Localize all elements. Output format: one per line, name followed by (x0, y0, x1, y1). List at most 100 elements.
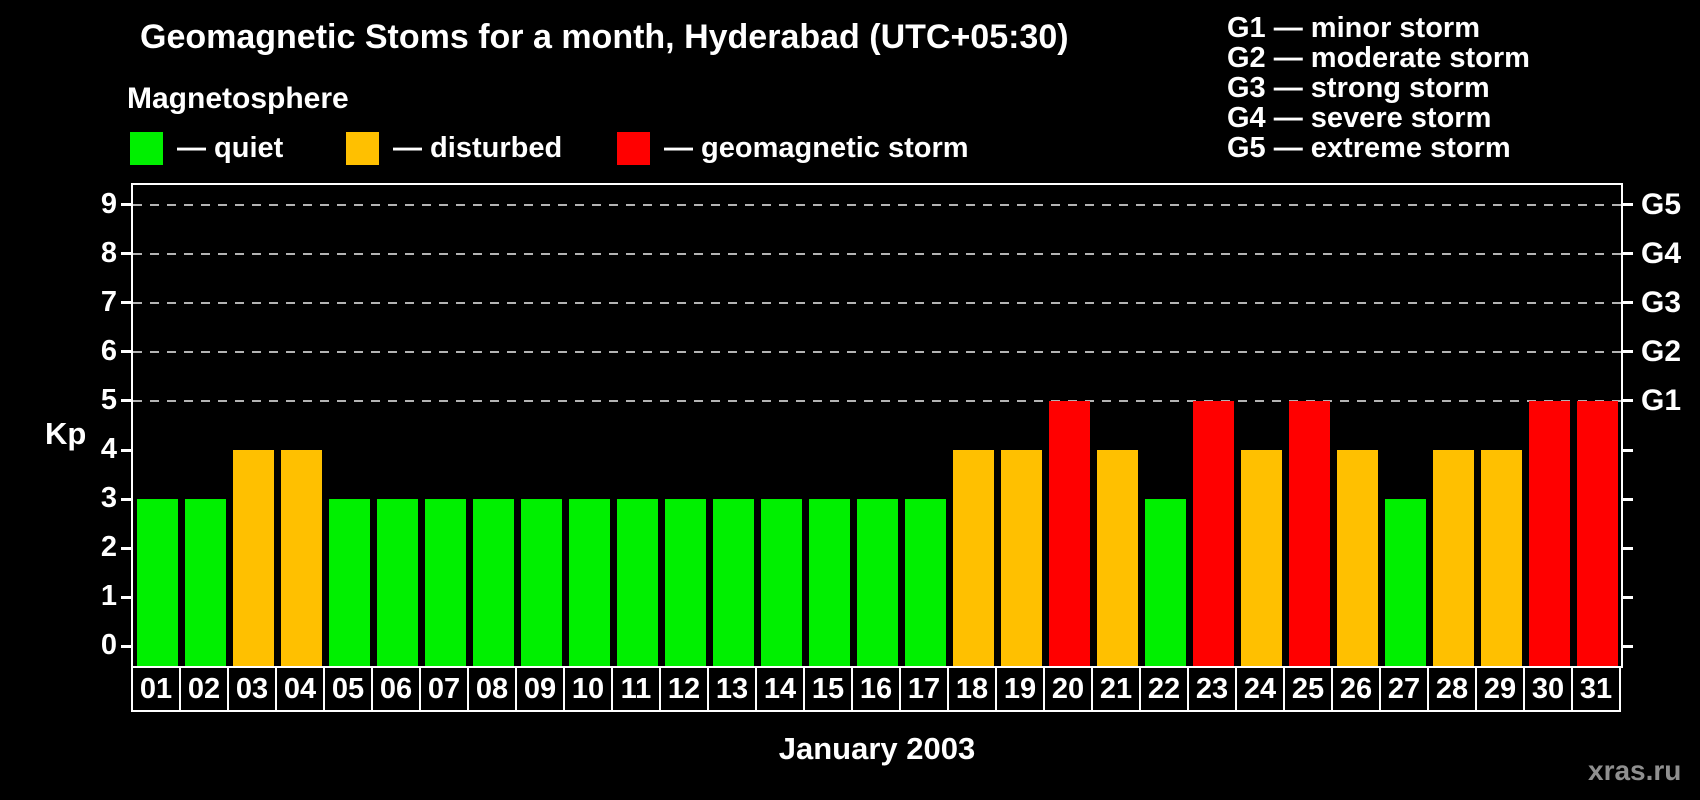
y-axis-left-tick-9 (121, 203, 131, 207)
g-scale-line: G5 — extreme storm (1227, 132, 1511, 164)
y-axis-title-kp: Kp (45, 415, 87, 451)
x-axis-day-label-03: 03 (227, 666, 277, 712)
x-axis-day-label-27: 27 (1379, 666, 1429, 712)
x-axis-day-label-15: 15 (803, 666, 853, 712)
y-axis-right-tick-0 (1621, 644, 1633, 648)
bar-day-02 (184, 499, 226, 666)
x-axis-day-label-21: 21 (1091, 666, 1141, 712)
y-axis-left-label-1: 1 (100, 580, 117, 613)
bar-day-23 (1192, 400, 1234, 666)
x-axis-day-label-13: 13 (707, 666, 757, 712)
x-axis-day-label-31: 31 (1571, 666, 1621, 712)
y-axis-right-tick-7 (1621, 301, 1633, 305)
bar-day-01 (136, 499, 178, 666)
y-axis-right-label-g1: G1 (1641, 383, 1682, 417)
y-axis-left-tick-2 (121, 546, 131, 550)
x-axis-day-label-14: 14 (755, 666, 805, 712)
x-axis-day-label-22: 22 (1139, 666, 1189, 712)
legend-item-disturbed: — disturbed (346, 131, 562, 165)
y-axis-left-tick-5 (121, 399, 131, 403)
bar-day-19 (1000, 450, 1042, 666)
bar-day-03 (232, 450, 274, 666)
x-axis-day-label-09: 09 (515, 666, 565, 712)
bar-day-15 (808, 499, 850, 666)
kp-bar-chart-plot-area: 0 1 2 3 4 5 6 7 8 9 G1 G2 G3 G4 G5 Kp (45, 183, 1681, 668)
y-axis-left-tick-4 (121, 448, 131, 452)
y-axis-right-label-g3: G3 (1641, 285, 1682, 319)
bar-day-31 (1576, 400, 1618, 666)
x-axis-day-label-25: 25 (1283, 666, 1333, 712)
y-axis-right-tick-3 (1621, 497, 1633, 501)
x-axis-month-label: January 2003 (778, 731, 976, 766)
y-axis-left-label-8: 8 (100, 236, 117, 269)
y-axis-left-tick-7 (121, 301, 131, 305)
g-scale-line: G4 — severe storm (1227, 102, 1492, 134)
y-axis-left-label-0: 0 (100, 629, 117, 662)
x-axis-day-label-17: 17 (899, 666, 949, 712)
bar-day-20 (1048, 400, 1090, 666)
y-axis-right-tick-9 (1621, 203, 1633, 207)
bar-day-30 (1528, 400, 1570, 666)
x-axis-day-label-12: 12 (659, 666, 709, 712)
y-axis-left-tick-1 (121, 595, 131, 599)
x-axis-day-label-24: 24 (1235, 666, 1285, 712)
y-axis-right-tick-8 (1621, 252, 1633, 256)
bar-day-29 (1480, 450, 1522, 666)
bar-day-05 (328, 499, 370, 666)
y-axis-left-label-5: 5 (100, 383, 117, 416)
y-axis-right-tick-6 (1621, 350, 1633, 354)
watermark-xras-ru: xras.ru (1588, 755, 1682, 786)
bar-day-18 (952, 450, 994, 666)
y-axis-right-label-g2: G2 (1641, 334, 1682, 368)
y-axis-left-label-6: 6 (100, 334, 117, 367)
bar-day-11 (616, 499, 658, 666)
x-axis-day-label-01: 01 (131, 666, 181, 712)
y-axis-left-label-2: 2 (100, 531, 117, 564)
grid-line-kp-9 (133, 203, 1621, 206)
x-axis-day-label-07: 07 (419, 666, 469, 712)
y-axis-right-tick-2 (1621, 546, 1633, 550)
x-axis-day-label-05: 05 (323, 666, 373, 712)
bar-day-17 (904, 499, 946, 666)
y-axis-right-label-g4: G4 (1641, 236, 1682, 270)
x-axis-day-label-18: 18 (947, 666, 997, 712)
y-axis-left-tick-6 (121, 350, 131, 354)
x-axis-day-label-row: 01 02 03 04 05 06 07 08 09 10 11 12 13 14 15 16 17 18 19 20… (131, 666, 1623, 712)
bar-day-22 (1144, 499, 1186, 666)
grid-line-kp-6 (133, 350, 1621, 353)
x-axis-day-label-06: 06 (371, 666, 421, 712)
bar-day-21 (1096, 450, 1138, 666)
x-axis-day-label-16: 16 (851, 666, 901, 712)
g-scale-line: G2 — moderate storm (1227, 42, 1530, 74)
bar-day-26 (1336, 450, 1378, 666)
x-axis-day-label-08: 08 (467, 666, 517, 712)
y-axis-left-tick-0 (121, 644, 131, 648)
bar-day-27 (1384, 499, 1426, 666)
bar-day-12 (664, 499, 706, 666)
legend-item-label: — disturbed (393, 131, 563, 164)
y-axis-left-tick-3 (121, 497, 131, 501)
y-axis-right-tick-5 (1621, 399, 1633, 403)
y-axis-left-label-7: 7 (100, 285, 117, 318)
bar-day-14 (760, 499, 802, 666)
bar-day-10 (568, 499, 610, 666)
x-axis-day-label-02: 02 (179, 666, 229, 712)
grid-line-kp-8 (133, 252, 1621, 255)
y-axis-left-tick-8 (121, 252, 131, 256)
grid-line-kp-5 (133, 399, 1621, 402)
y-axis-right-tick-1 (1621, 595, 1633, 599)
bar-day-24 (1240, 450, 1282, 666)
g-scale-legend: G1 — minor storm G2 — moderate storm G3 — … (1227, 13, 1530, 163)
x-axis-day-label-23: 23 (1187, 666, 1237, 712)
bar-day-04 (280, 450, 322, 666)
x-axis-day-label-19: 19 (995, 666, 1045, 712)
y-axis-right-label-g5: G5 (1641, 187, 1682, 221)
storm-color-swatch (617, 131, 650, 165)
x-axis-day-label-04: 04 (275, 666, 325, 712)
bar-day-08 (472, 499, 514, 666)
y-axis-left-label-9: 9 (100, 187, 117, 220)
page-title: Geomagnetic Stoms for a month, Hyderabad… (140, 18, 1069, 56)
bar-day-09 (520, 499, 562, 666)
x-axis-day-label-10: 10 (563, 666, 613, 712)
grid-line-kp-7 (133, 301, 1621, 304)
